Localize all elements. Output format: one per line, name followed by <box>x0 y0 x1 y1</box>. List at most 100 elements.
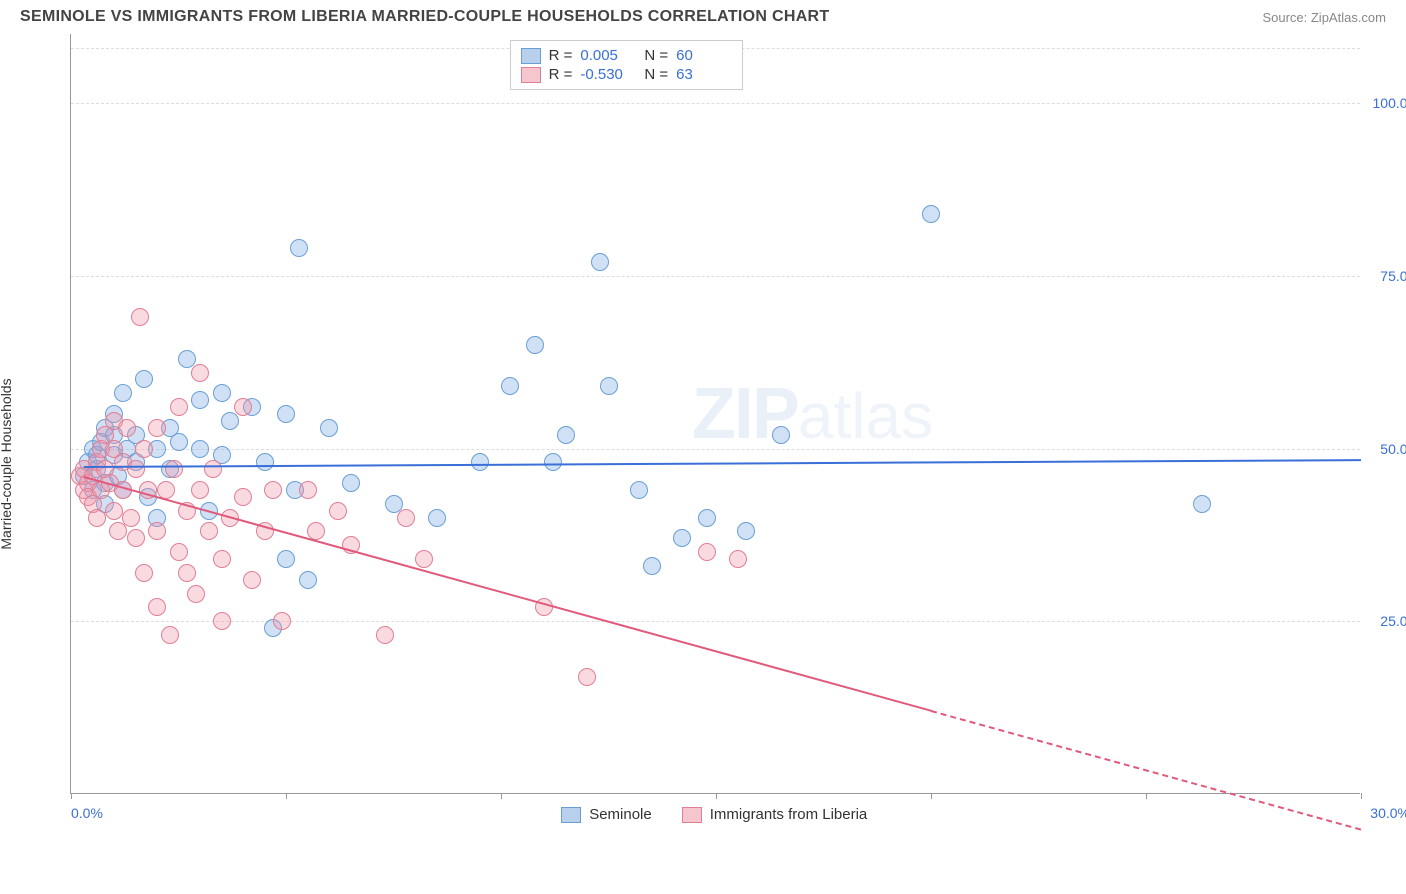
x-tick <box>716 793 717 799</box>
trend-line <box>931 710 1362 831</box>
data-point <box>397 509 415 527</box>
data-point <box>544 453 562 471</box>
x-tick <box>1146 793 1147 799</box>
data-point <box>299 571 317 589</box>
data-point <box>256 453 274 471</box>
n-value: 63 <box>676 66 732 83</box>
legend-swatch <box>521 67 541 83</box>
data-point <box>118 419 136 437</box>
x-tick <box>931 793 932 799</box>
data-point <box>243 571 261 589</box>
data-point <box>213 550 231 568</box>
data-point <box>122 509 140 527</box>
x-tick <box>501 793 502 799</box>
legend-label: Seminole <box>589 806 652 823</box>
data-point <box>737 522 755 540</box>
data-point <box>221 412 239 430</box>
y-tick-label: 25.0% <box>1380 613 1406 629</box>
data-point <box>234 398 252 416</box>
legend-swatch <box>682 807 702 823</box>
correlation-legend: R = 0.005 N = 60 R = -0.530 N = 63 <box>510 40 744 90</box>
data-point <box>290 239 308 257</box>
x-tick <box>286 793 287 799</box>
data-point <box>114 384 132 402</box>
data-point <box>471 453 489 471</box>
y-tick-label: 100.0% <box>1373 95 1406 111</box>
data-point <box>127 529 145 547</box>
data-point <box>109 522 127 540</box>
data-point <box>191 481 209 499</box>
data-point <box>415 550 433 568</box>
source-label: Source: ZipAtlas.com <box>1262 10 1386 25</box>
data-point <box>428 509 446 527</box>
data-point <box>88 509 106 527</box>
data-point <box>273 612 291 630</box>
trend-line <box>84 459 1361 468</box>
legend-label: Immigrants from Liberia <box>710 806 868 823</box>
data-point <box>526 336 544 354</box>
data-point <box>170 543 188 561</box>
data-point <box>191 391 209 409</box>
data-point <box>170 398 188 416</box>
data-point <box>772 426 790 444</box>
n-label: N = <box>644 66 668 83</box>
data-point <box>922 205 940 223</box>
data-point <box>191 440 209 458</box>
legend-item: Immigrants from Liberia <box>682 806 868 823</box>
data-point <box>127 460 145 478</box>
y-tick-label: 75.0% <box>1380 268 1406 284</box>
data-point <box>600 377 618 395</box>
data-point <box>213 384 231 402</box>
plot-region: ZIPatlas 25.0%50.0%75.0%100.0%0.0%30.0%R… <box>70 34 1360 794</box>
gridline <box>71 449 1360 450</box>
x-tick <box>71 793 72 799</box>
r-label: R = <box>549 66 573 83</box>
data-point <box>204 460 222 478</box>
watermark: ZIPatlas <box>692 373 933 455</box>
data-point <box>1193 495 1211 513</box>
data-point <box>264 481 282 499</box>
y-axis-label: Married-couple Households <box>0 378 14 549</box>
data-point <box>342 474 360 492</box>
data-point <box>148 419 166 437</box>
data-point <box>299 481 317 499</box>
data-point <box>591 253 609 271</box>
data-point <box>131 308 149 326</box>
data-point <box>105 502 123 520</box>
data-point <box>135 440 153 458</box>
data-point <box>213 612 231 630</box>
legend-item: Seminole <box>561 806 652 823</box>
data-point <box>501 377 519 395</box>
x-tick <box>1361 793 1362 799</box>
r-value: -0.530 <box>580 66 636 83</box>
data-point <box>200 522 218 540</box>
data-point <box>698 543 716 561</box>
data-point <box>698 509 716 527</box>
data-point <box>277 405 295 423</box>
data-point <box>673 529 691 547</box>
data-point <box>148 522 166 540</box>
data-point <box>320 419 338 437</box>
n-value: 60 <box>676 47 732 64</box>
data-point <box>643 557 661 575</box>
data-point <box>329 502 347 520</box>
data-point <box>178 564 196 582</box>
n-label: N = <box>644 47 668 64</box>
trend-line <box>84 476 932 712</box>
gridline <box>71 621 1360 622</box>
r-label: R = <box>549 47 573 64</box>
chart-area: Married-couple Households ZIPatlas 25.0%… <box>20 34 1406 894</box>
data-point <box>187 585 205 603</box>
data-point <box>191 364 209 382</box>
x-axis-max-label: 30.0% <box>1370 805 1406 821</box>
gridline <box>71 103 1360 104</box>
y-tick-label: 50.0% <box>1380 441 1406 457</box>
data-point <box>165 460 183 478</box>
r-value: 0.005 <box>580 47 636 64</box>
chart-title: SEMINOLE VS IMMIGRANTS FROM LIBERIA MARR… <box>20 8 829 26</box>
data-point <box>630 481 648 499</box>
data-point <box>557 426 575 444</box>
data-point <box>376 626 394 644</box>
data-point <box>578 668 596 686</box>
legend-swatch <box>521 48 541 64</box>
